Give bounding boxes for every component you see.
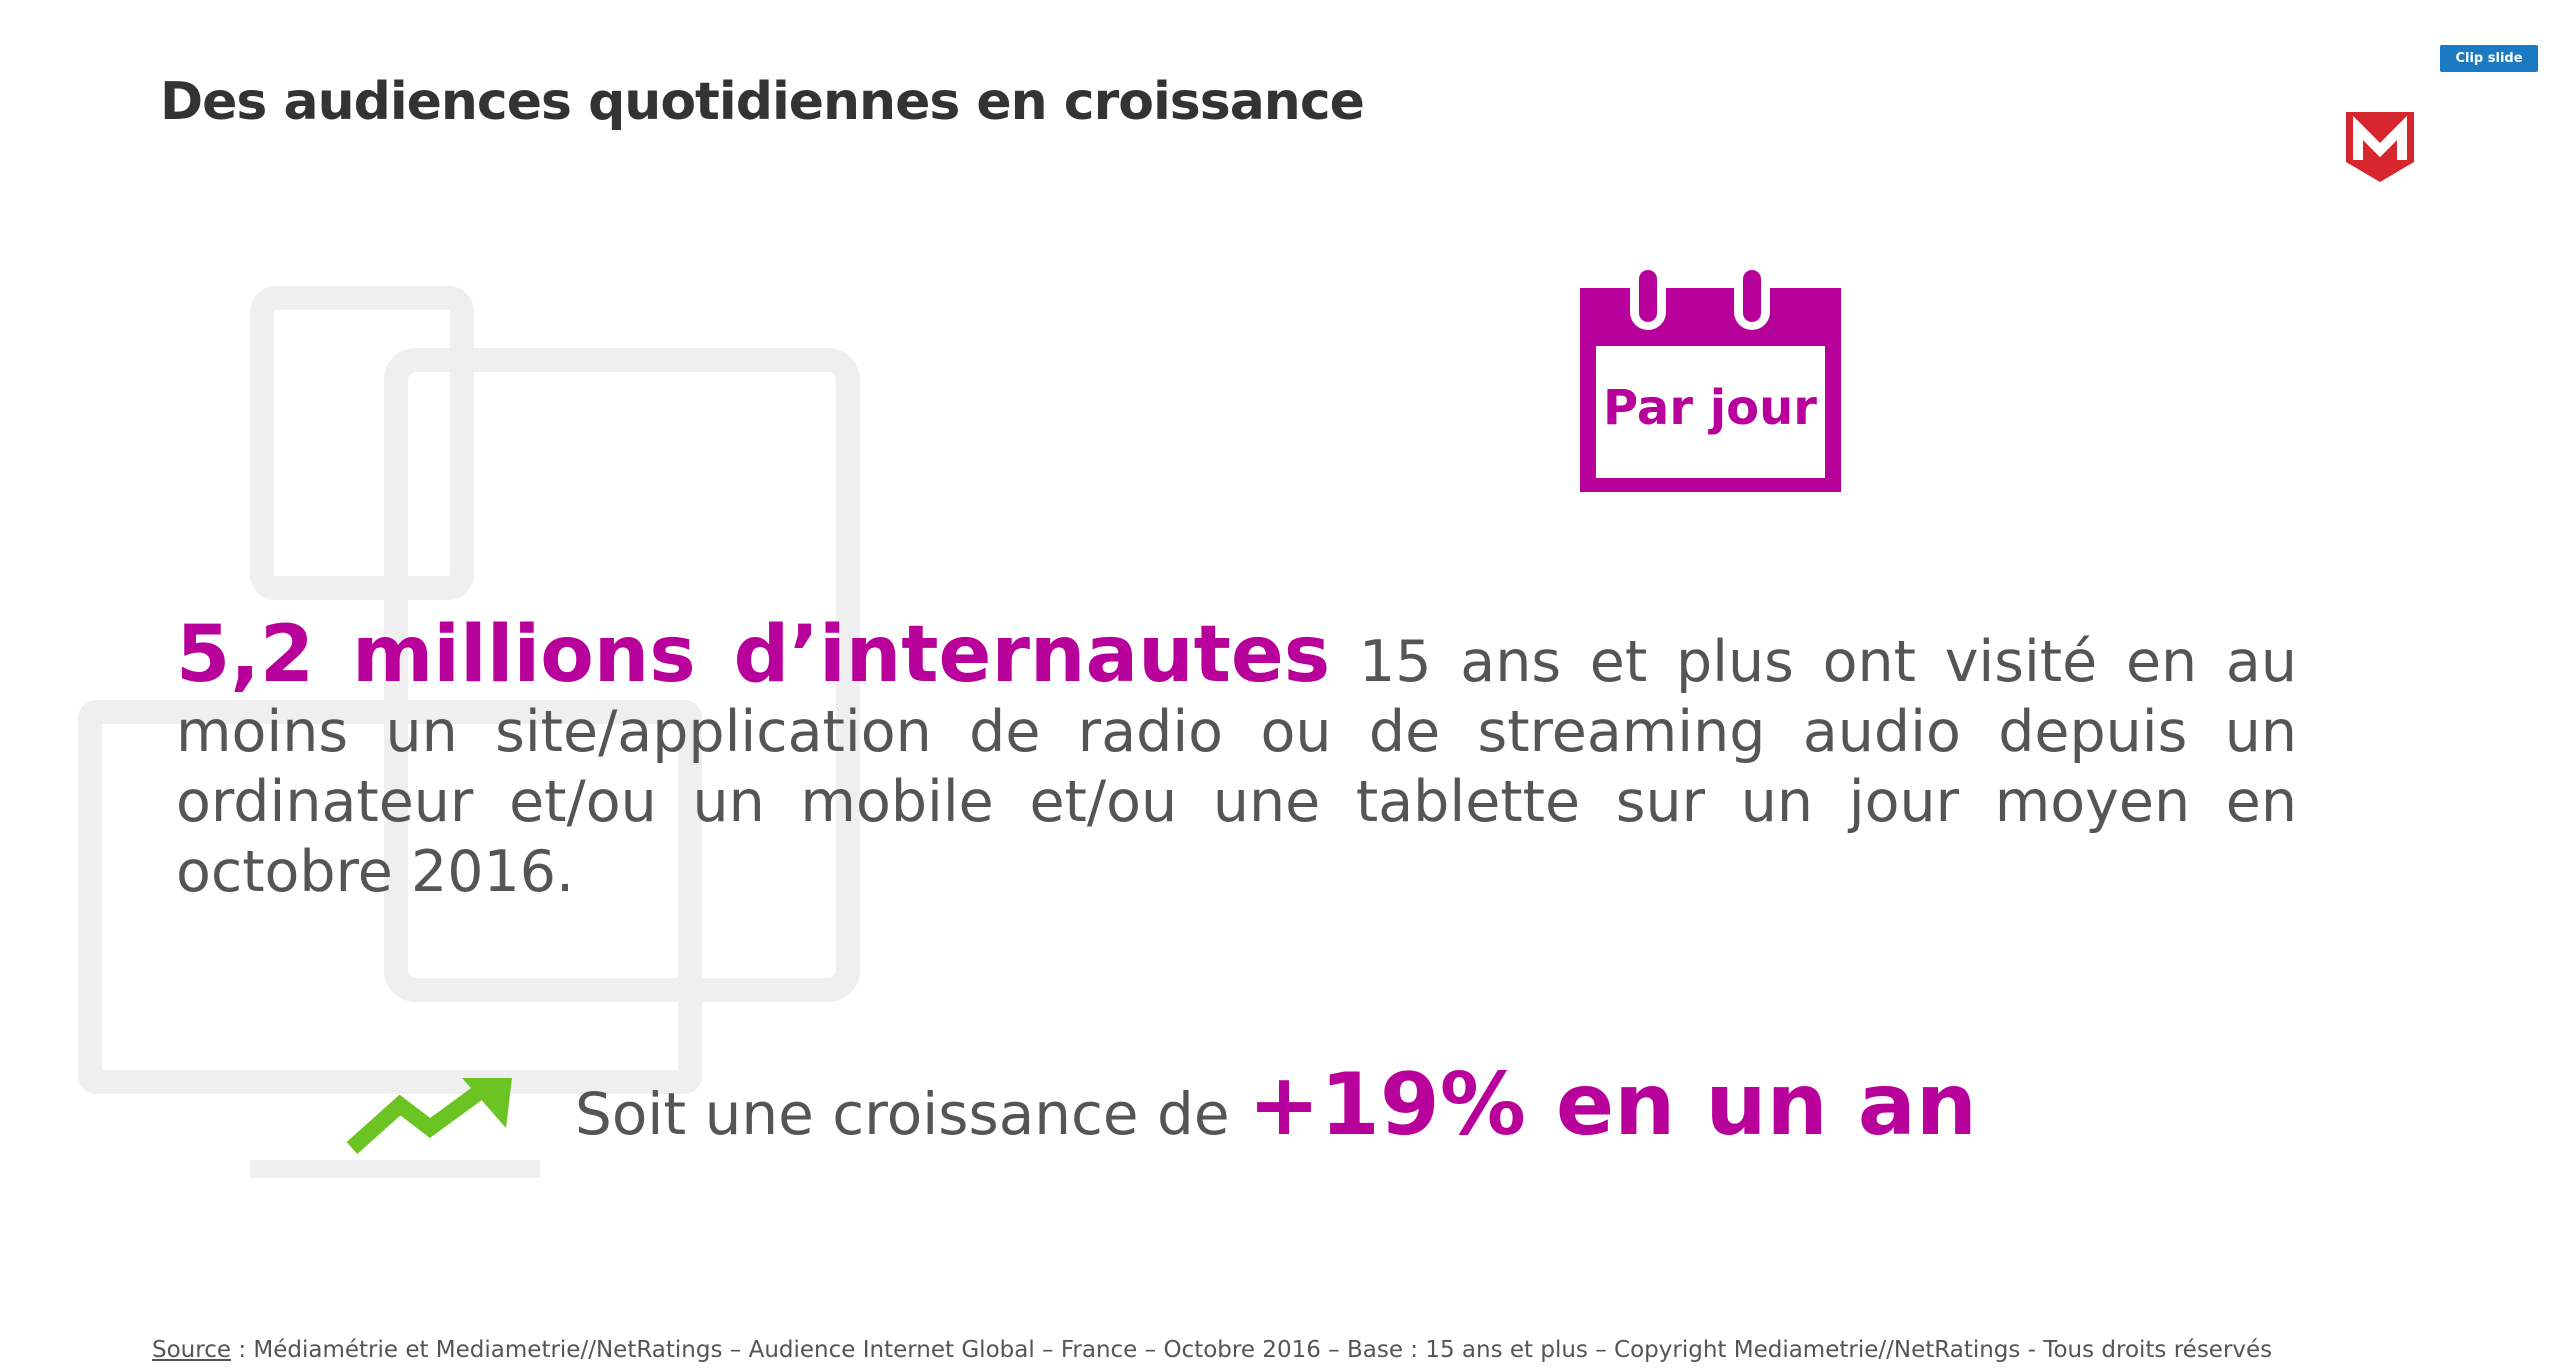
main-paragraph: 5,2 millions d’internautes 15 ans et plu… — [176, 616, 2297, 907]
slide-title: Des audiences quotidiennes en croissance — [160, 72, 1365, 132]
monitor-stand — [250, 1160, 540, 1178]
tablet-outline — [384, 348, 860, 1002]
calendar-icon: Par jour — [1580, 264, 1841, 492]
logo — [2346, 112, 2414, 182]
growth-highlight: +19% en un an — [1247, 1055, 1977, 1155]
monitor-outline — [78, 700, 702, 1094]
calendar-label: Par jour — [1603, 380, 1817, 436]
growth-arrow — [346, 1078, 512, 1154]
source-line: Source : Médiamétrie et Mediametrie//Net… — [152, 1337, 2272, 1363]
highlight: 5,2 millions d’internautes — [176, 610, 1331, 700]
source-label: Source — [152, 1337, 231, 1363]
source-text: : Médiamétrie et Mediametrie//NetRatings… — [238, 1337, 2273, 1363]
paragraph-text: 15 ans et plus ont visité en au moins un… — [176, 629, 2297, 905]
phone-outline — [250, 286, 474, 600]
growth-prefix: Soit une croissance de — [575, 1080, 1230, 1148]
growth-line: Soit une croissance de +19% en un an — [575, 1055, 1977, 1155]
clip-slide-button[interactable]: Clip slide — [2440, 45, 2538, 72]
